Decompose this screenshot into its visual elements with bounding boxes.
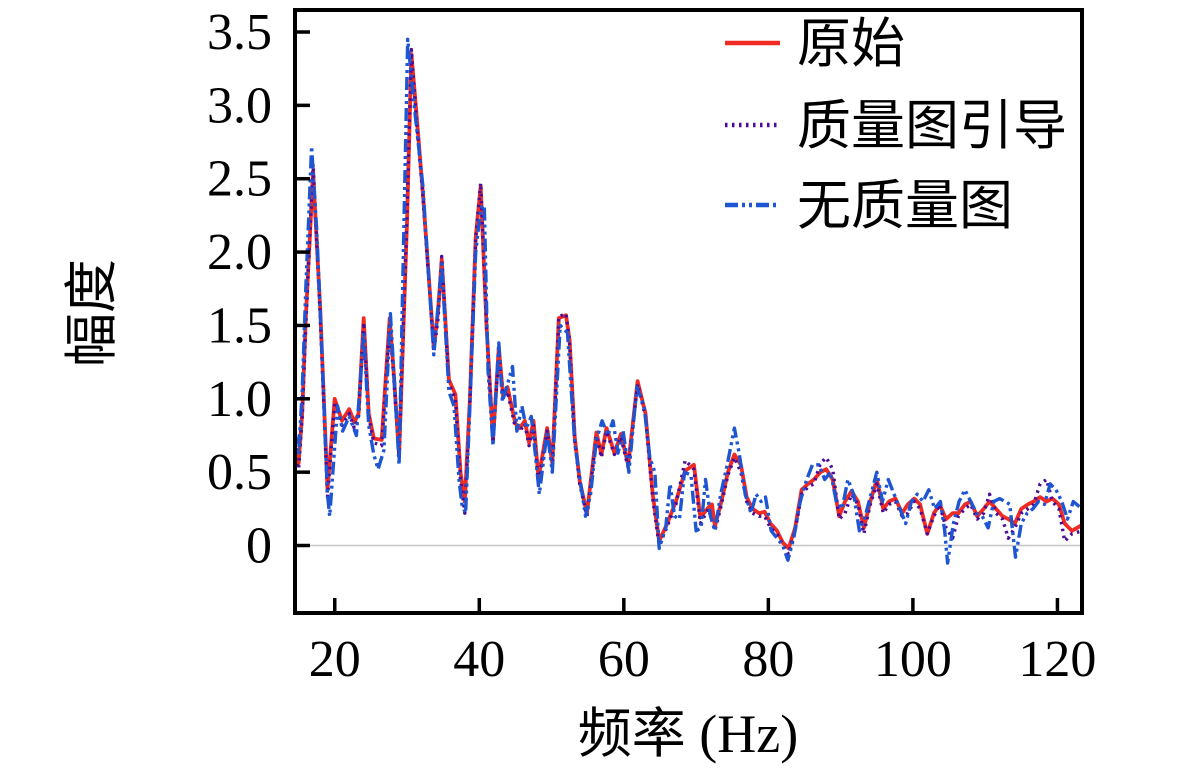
y-tick-label: 2.0 [207,224,272,281]
axes-frame [293,8,1084,615]
legend-label-no-quality-map: 无质量图 [797,176,1013,236]
x-tick-label: 120 [1018,631,1096,688]
y-tick-label: 1.5 [207,297,272,354]
series-line-no-quality-map [295,37,1082,565]
y-tick-label: 0 [246,518,272,575]
y-tick-label: 0.5 [207,444,272,501]
series-line-quality-map-guided [295,47,1082,556]
y-tick-label: 3.0 [207,77,272,134]
x-tick-label: 100 [874,631,952,688]
y-tick-label: 1.0 [207,371,272,428]
y-axis-label: 幅度 [62,259,122,367]
x-tick-label: 20 [309,631,361,688]
legend-label-quality-map-guided: 质量图引导 [797,96,1067,156]
legend-label-original: 原始 [797,14,905,74]
y-tick-label: 3.5 [207,4,272,61]
y-tick-label: 2.5 [207,151,272,208]
x-tick-label: 60 [598,631,650,688]
x-tick-label: 40 [453,631,505,688]
x-tick-label: 80 [742,631,794,688]
x-axis-label: 频率 (Hz) [578,704,798,764]
